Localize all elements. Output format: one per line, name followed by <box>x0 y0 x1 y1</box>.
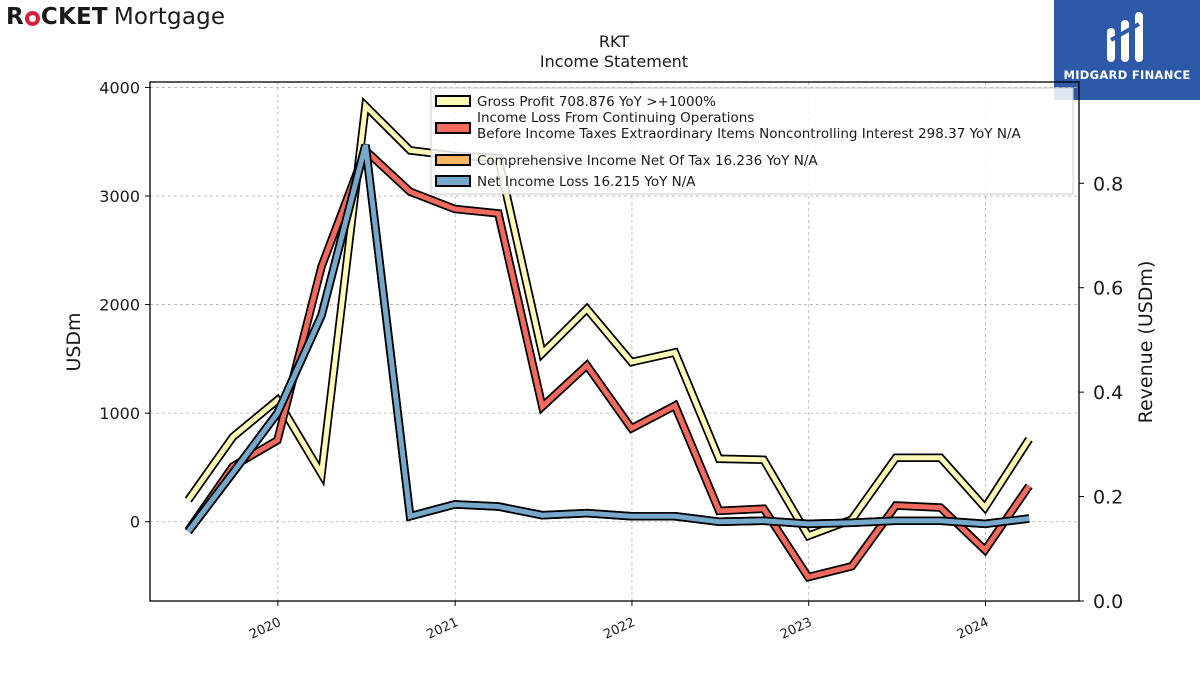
y-right-tick-label: 0.6 <box>1093 278 1123 300</box>
rocket-mortgage-logo: R CKET Mortgage <box>6 2 225 32</box>
logo-text-b: CKET <box>40 4 108 30</box>
series-3 <box>184 143 1030 535</box>
y-right-tick-label: 0.4 <box>1093 382 1123 404</box>
legend-item: Comprehensive Income Net Of Tax 16.236 Y… <box>435 153 818 169</box>
legend-label: Gross Profit 708.876 YoY >+1000% <box>477 94 716 110</box>
legend-label: Net Income Loss 16.215 YoY N/A <box>477 174 696 190</box>
x-tick-label: 2024 <box>955 615 991 643</box>
legend-swatch <box>435 95 471 107</box>
logo-ring-icon <box>24 10 40 26</box>
legend-item: Income Loss From Continuing Operations Be… <box>435 110 1021 142</box>
logo-text-a: R <box>6 4 24 30</box>
midgard-mark-icon <box>1107 12 1143 62</box>
plot-frame <box>149 81 1080 602</box>
y-axis-label: USDm <box>63 312 85 371</box>
legend-box <box>430 87 1074 195</box>
series-0 <box>184 96 1033 542</box>
legend: Gross Profit 708.876 YoY >+1000%Income L… <box>430 87 1074 195</box>
x-tick-label: 2020 <box>247 615 283 643</box>
y-tick-label: 2000 <box>99 296 140 315</box>
y-tick-label: 4000 <box>99 78 140 97</box>
x-tick-label: 2022 <box>601 615 637 643</box>
logo-text-c: Mortgage <box>113 4 226 30</box>
y-tick-label: 1000 <box>99 404 140 423</box>
series-layer <box>184 96 1033 582</box>
x-axis: 2020 2021 2022 2023 2024 <box>247 601 991 643</box>
chart-title: RKT <box>599 32 629 51</box>
legend-swatch <box>435 175 471 187</box>
y-right-tick-label: 0.8 <box>1093 173 1123 195</box>
y-right-tick-label: 0.0 <box>1093 591 1123 613</box>
series-1 <box>184 142 1033 582</box>
midgard-logo-name: MIDGARD FINANCE <box>1063 68 1191 82</box>
right-axis: 0.0 0.2 0.4 0.6 0.8 <box>1079 173 1123 613</box>
chart-subtitle: Income Statement <box>540 52 688 71</box>
legend-swatch <box>435 122 471 134</box>
legend-item: Gross Profit 708.876 YoY >+1000% <box>435 94 716 110</box>
x-tick-label: 2023 <box>778 615 814 643</box>
midgard-finance-logo: MIDGARD FINANCE <box>1054 0 1200 100</box>
series-line <box>186 100 1032 539</box>
y-axis-label-right: Revenue (USDm) <box>1135 261 1157 424</box>
y-tick-label: 0 <box>130 513 140 532</box>
left-axis: 0 1000 2000 3000 4000 <box>99 78 150 532</box>
x-tick-label: 2021 <box>425 615 461 643</box>
legend-swatch <box>435 154 471 166</box>
y-right-tick-label: 0.2 <box>1093 487 1123 509</box>
legend-label: Income Loss From Continuing Operations Be… <box>477 110 1021 142</box>
y-tick-label: 3000 <box>99 187 140 206</box>
legend-item: Net Income Loss 16.215 YoY N/A <box>435 174 696 190</box>
legend-label: Comprehensive Income Net Of Tax 16.236 Y… <box>477 153 818 169</box>
series-line <box>186 146 1032 580</box>
series-line <box>186 144 1030 534</box>
